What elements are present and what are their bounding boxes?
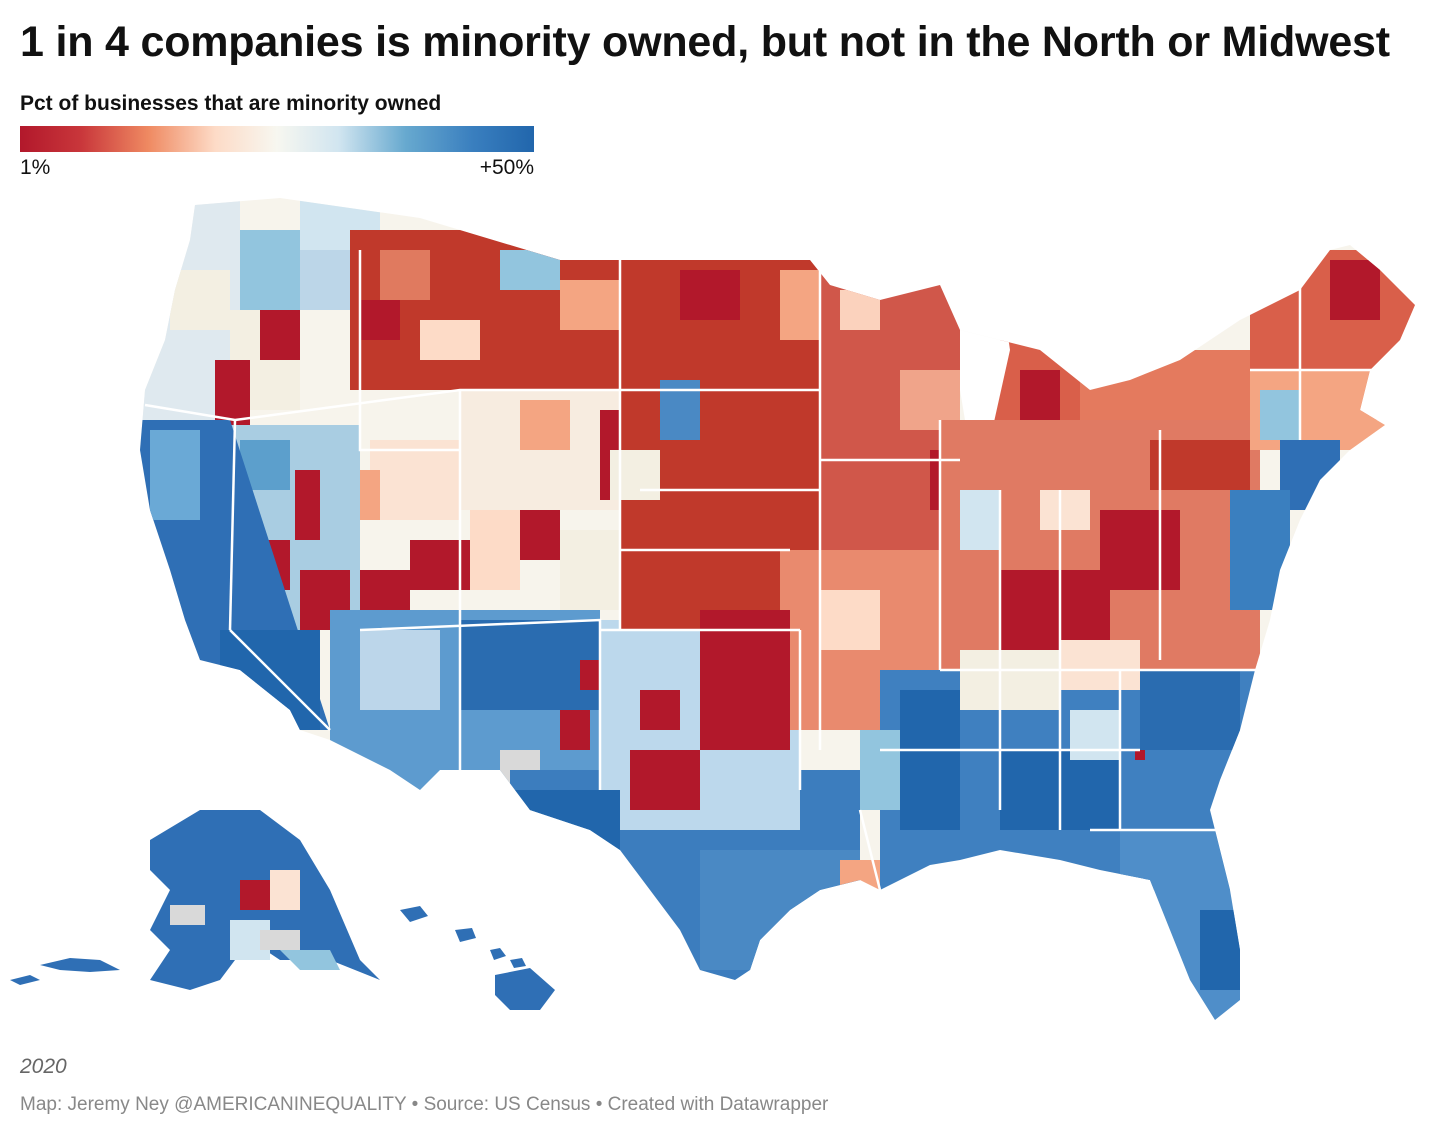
alaska (10, 810, 380, 990)
chart-title: 1 in 4 companies is minority owned, but … (20, 18, 1390, 66)
legend-color-scale (20, 126, 534, 152)
legend-max-label: +50% (479, 156, 534, 179)
state-borders (144, 230, 1400, 891)
legend-title: Pct of businesses that are minority owne… (20, 92, 442, 115)
chart-footer-credits: Map: Jeremy Ney @AMERICANINEQUALITY • So… (20, 1094, 829, 1115)
chart-note-year: 2020 (20, 1055, 67, 1078)
legend-min-label: 1% (20, 156, 51, 179)
us-county-map (10, 198, 1415, 1020)
hawaii (400, 906, 555, 1010)
